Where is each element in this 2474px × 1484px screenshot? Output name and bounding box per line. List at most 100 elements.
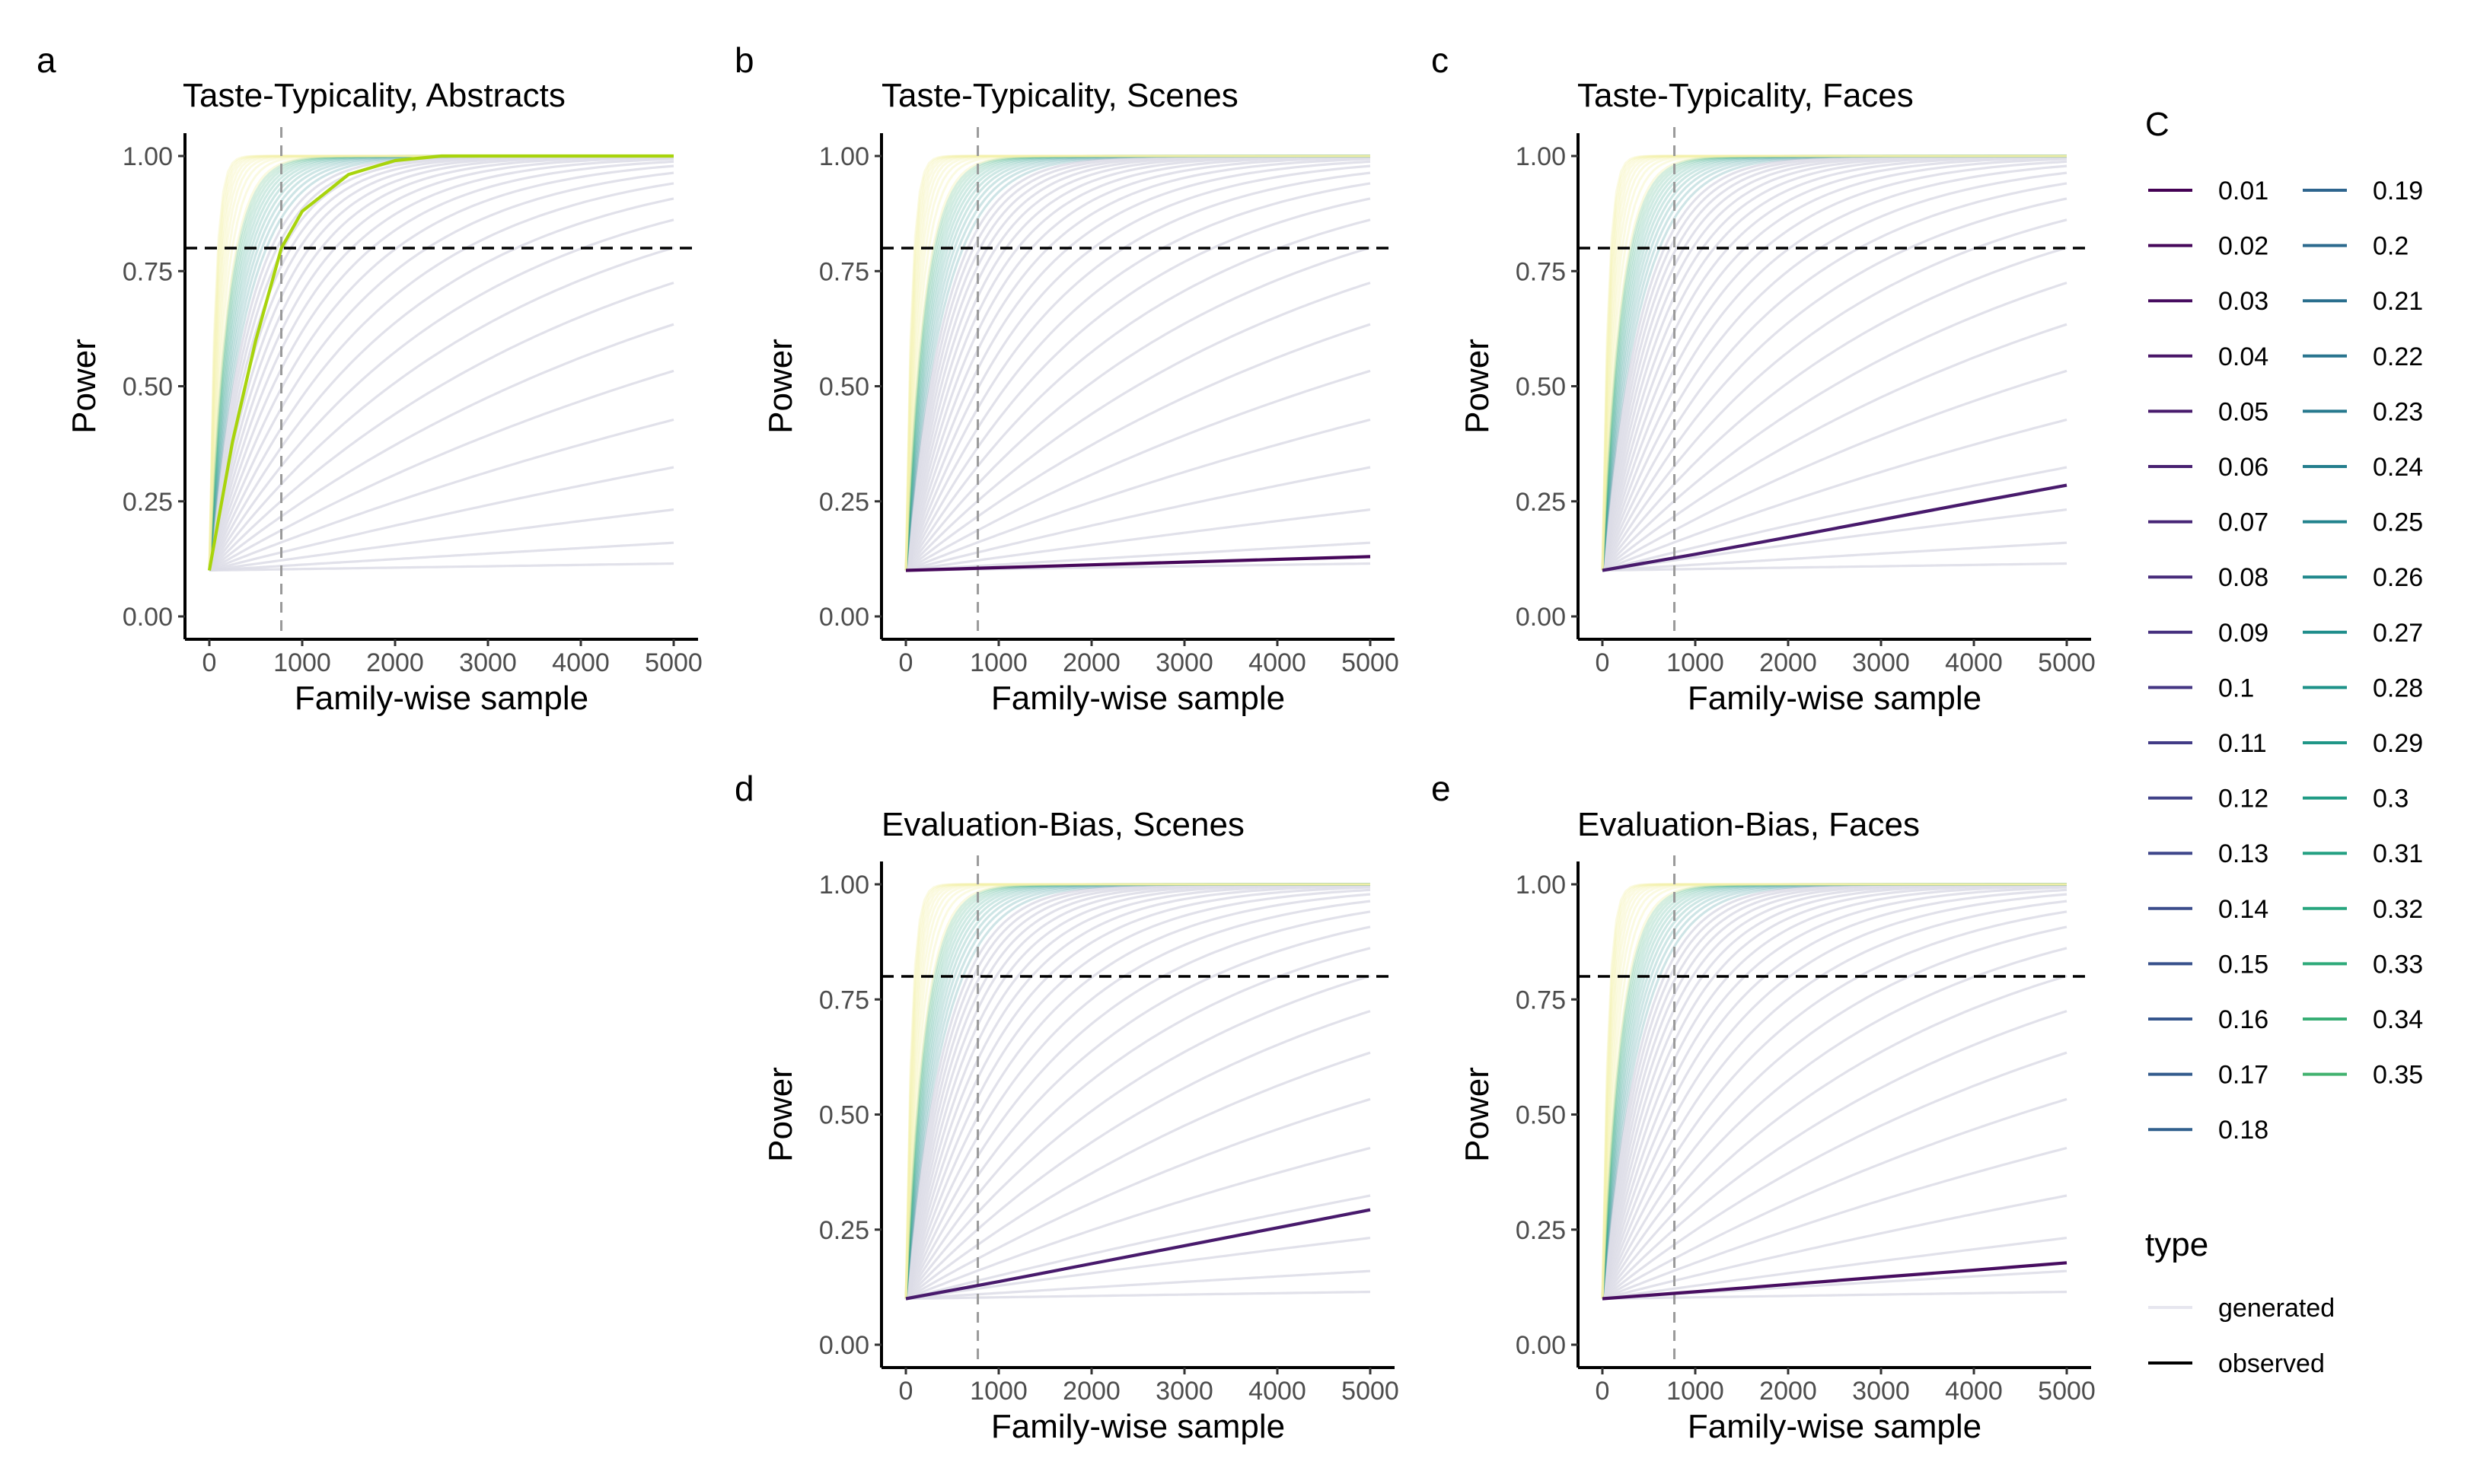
legend-c-label: 0.08 (2218, 563, 2268, 592)
observed-series-line (1602, 483, 2068, 572)
generated-line (904, 883, 1370, 1299)
generated-line (904, 154, 1370, 571)
generated-line (904, 154, 1370, 571)
legend-c-label: 0.25 (2373, 508, 2423, 537)
generated-line (904, 883, 1370, 1299)
x-tick-label: 2000 (1759, 648, 1817, 677)
legend-type-label: generated (2218, 1294, 2335, 1323)
generated-line (208, 154, 674, 571)
panel-letter: e (1431, 769, 1451, 808)
axes: 0.00 0.25 0.50 0.75 1.00 0 1000 2000 3000 4000 500… (1459, 133, 2096, 717)
generated-line (208, 154, 674, 571)
generated-line (209, 541, 674, 572)
generated-line (1601, 883, 2067, 1299)
generated-line (1601, 154, 2067, 571)
generated-line (1601, 171, 2068, 572)
generated-line (904, 154, 1370, 571)
axes: 0.00 0.25 0.50 0.75 1.00 0 1000 2000 3000 4000 500… (762, 133, 1399, 717)
generated-line (1601, 883, 2067, 1299)
generated-line (904, 154, 1370, 571)
generated-line (904, 154, 1371, 571)
generated-line (1601, 154, 2068, 571)
legend-c-label: 0.09 (2218, 619, 2268, 648)
generated-line (1601, 154, 2067, 571)
x-tick-label: 3000 (1852, 1377, 1910, 1406)
generated-line (208, 154, 674, 571)
generated-line (904, 158, 1371, 571)
y-tick-label: 0.50 (819, 1101, 869, 1130)
generated-line (1602, 508, 2068, 572)
generated-line (1601, 883, 2067, 1299)
generated-line (1601, 884, 2068, 1299)
generated-line (1601, 323, 2068, 572)
generated-line (1601, 164, 2068, 571)
generated-line (1601, 883, 2067, 1299)
legend-c-item: 0.14 (2148, 895, 2268, 924)
generated-line (1601, 883, 2067, 1299)
legend-c-label: 0.29 (2373, 729, 2423, 758)
generated-line (1601, 154, 2067, 571)
generated-line (208, 158, 674, 571)
generated-line (1601, 154, 2067, 571)
generated-line (1601, 154, 2067, 571)
x-tick-label: 4000 (1945, 1377, 2003, 1406)
generated-line (1602, 369, 2068, 572)
generated-line (208, 154, 674, 571)
legend-c-item: 0.06 (2148, 453, 2268, 482)
x-tick-label: 4000 (1248, 1377, 1306, 1406)
generated-line (1601, 154, 2067, 571)
y-tick-label: 1.00 (123, 142, 173, 171)
y-tick-label: 1.00 (1516, 871, 1566, 900)
generated-line (1601, 246, 2068, 572)
generated-line (1601, 883, 2067, 1299)
generated-line (904, 883, 1370, 1299)
legend-c-item: 0.02 (2148, 232, 2268, 261)
generated-line (208, 154, 674, 571)
generated-lines (208, 154, 674, 572)
panel-letter: a (37, 40, 56, 80)
x-tick-label: 2000 (1759, 1377, 1817, 1406)
generated-line (208, 282, 674, 572)
generated-line (904, 154, 1370, 571)
legend-c-label: 0.13 (2218, 839, 2268, 868)
generated-line (904, 883, 1370, 1299)
generated-lines (1601, 154, 2068, 572)
generated-line (1601, 883, 2067, 1299)
generated-line (1601, 883, 2067, 1299)
legend-c-item: 0.33 (2303, 950, 2423, 979)
generated-line (905, 466, 1371, 572)
generated-line (1601, 154, 2067, 571)
legend-c-item: 0.19 (2303, 177, 2423, 205)
generated-line (208, 154, 674, 571)
legend-c-item: 0.13 (2148, 839, 2268, 868)
legend-c-item: 0.09 (2148, 619, 2268, 648)
legend-c-label: 0.27 (2373, 619, 2423, 648)
generated-line (904, 154, 1370, 571)
x-tick-label: 3000 (459, 648, 517, 677)
legend-c-item: 0.07 (2148, 508, 2268, 537)
legend-c-item: 0.31 (2303, 839, 2423, 868)
y-tick-label: 0.00 (123, 603, 173, 632)
generated-line (904, 171, 1371, 572)
generated-line (1601, 182, 2068, 572)
generated-line (1602, 466, 2068, 572)
legend-c-label: 0.05 (2218, 397, 2268, 426)
generated-line (904, 884, 1371, 1299)
legend-c-label: 0.34 (2373, 1005, 2423, 1034)
observed-series-line (905, 1208, 1371, 1301)
generated-line (1601, 947, 2068, 1300)
generated-line (208, 154, 674, 571)
generated-line (208, 154, 674, 571)
panel-b: b Taste-Typicality, Scenes 0.00 0.25 0.50 0.7… (735, 40, 1399, 717)
y-tick-label: 0.25 (819, 488, 869, 517)
legend-c-label: 0.02 (2218, 232, 2268, 261)
legend-c-title: C (2145, 106, 2170, 143)
generated-line (1601, 154, 2067, 571)
generated-line (1601, 154, 2067, 571)
generated-line (904, 883, 1370, 1299)
axes: 0.00 0.25 0.50 0.75 1.00 0 1000 2000 3000 4000 500… (65, 133, 703, 717)
generated-line (208, 154, 674, 571)
x-tick-label: 5000 (2038, 1377, 2096, 1406)
y-tick-label: 0.75 (819, 986, 869, 1014)
legend-c-item: 0.16 (2148, 1005, 2268, 1034)
